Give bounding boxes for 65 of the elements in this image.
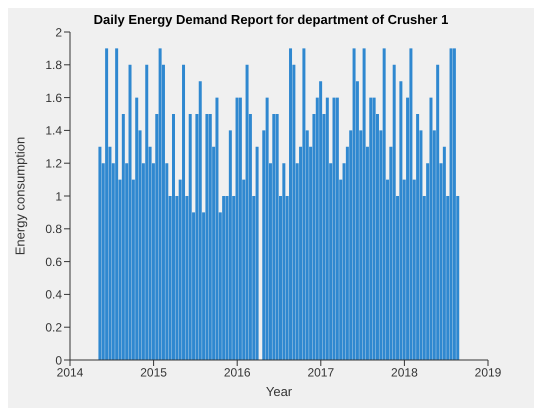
bar	[429, 98, 432, 360]
bar	[158, 48, 162, 360]
x-tick-label: 2017	[307, 366, 334, 380]
y-tick-label: 0.2	[45, 320, 62, 334]
bar	[276, 114, 279, 360]
bar	[266, 98, 269, 360]
bar	[332, 98, 336, 360]
y-tick-label: 0.6	[45, 254, 62, 269]
bar	[336, 98, 339, 360]
bar	[319, 81, 322, 360]
bar	[256, 146, 259, 360]
y-tick-label: 0.8	[45, 222, 62, 236]
bar	[272, 114, 276, 360]
bar	[188, 114, 192, 360]
bar	[208, 114, 212, 360]
bar	[105, 48, 108, 360]
bar	[399, 81, 402, 360]
chart-title: Daily Energy Demand Report for department of Crusher 1	[92, 12, 450, 27]
bar	[409, 48, 412, 360]
bar	[198, 81, 202, 360]
bar	[128, 64, 132, 360]
bar	[145, 64, 148, 360]
y-tick-label: 1.6	[45, 90, 62, 105]
bar	[115, 48, 118, 360]
bar	[222, 196, 226, 360]
bar	[246, 64, 249, 360]
y-tick-label: 1.4	[45, 124, 62, 138]
x-tick-label: 2014	[56, 366, 84, 380]
x-axis-title: Year	[266, 384, 293, 399]
bar	[362, 48, 366, 360]
bar	[98, 146, 102, 360]
bar	[302, 48, 306, 360]
bar	[442, 146, 446, 360]
bar	[352, 48, 356, 360]
bar	[452, 48, 456, 360]
y-tick-label: 1	[55, 189, 62, 204]
bar	[326, 98, 329, 360]
y-tick-label: 0.4	[45, 288, 62, 302]
x-tick-label: 2015	[140, 366, 168, 380]
bar	[369, 98, 372, 360]
y-tick-label: 0	[55, 353, 62, 368]
x-tick-label: 2019	[474, 366, 502, 380]
bar	[205, 114, 208, 360]
y-axis-title: Energy consumption	[12, 136, 28, 256]
x-tick-label: 2018	[391, 366, 418, 380]
bar	[228, 130, 232, 360]
bar	[282, 163, 286, 360]
bar	[182, 64, 186, 360]
bar	[392, 64, 396, 360]
bar	[172, 114, 175, 360]
bar	[289, 48, 292, 360]
y-tick-label: 1.2	[45, 156, 62, 170]
y-tick-label: 1.8	[45, 58, 62, 72]
bar	[450, 48, 453, 360]
y-tick-label: 2	[55, 25, 62, 40]
bar	[215, 98, 218, 360]
bar	[135, 98, 138, 360]
bar	[372, 98, 376, 360]
bar	[122, 114, 125, 360]
bar	[238, 98, 242, 360]
x-tick-label: 2016	[224, 366, 251, 380]
bar	[436, 64, 440, 360]
bar	[236, 98, 239, 360]
bar	[382, 48, 386, 360]
bar	[416, 114, 420, 360]
